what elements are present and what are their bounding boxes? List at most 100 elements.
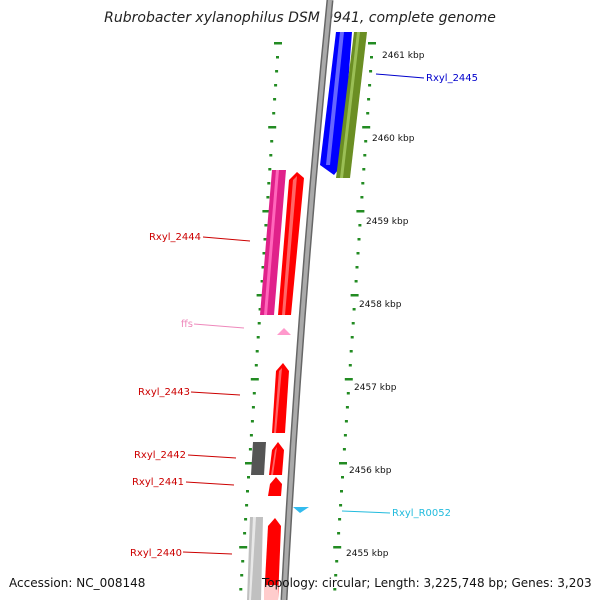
scale-tick — [342, 448, 346, 451]
scale-tick-ring — [333, 42, 376, 591]
scale-tick — [344, 420, 348, 423]
scale-label-2459: 2459 kbp — [366, 217, 409, 227]
gene-labels: Rxyl_2445 Rxyl_2444 ffs Rxyl_2443 Rxyl_2… — [130, 73, 478, 559]
scale-tick — [344, 378, 353, 381]
outer-tick — [240, 574, 244, 577]
outer-tick — [268, 168, 272, 171]
leader-line-rxyl-2442 — [187, 454, 237, 459]
gene-rxyl-2441-bar[interactable] — [268, 477, 282, 496]
cog-bar-rxyl-2440-shine — [249, 517, 256, 600]
outer-tick — [248, 448, 252, 451]
leader-line-rxyl-2443 — [190, 391, 241, 396]
outer-tick — [272, 112, 276, 115]
scale-tick — [360, 196, 364, 199]
gene-label-rxyl-2443[interactable]: Rxyl_2443 — [138, 387, 190, 398]
outer-tick — [260, 280, 264, 283]
outer-tick — [273, 98, 277, 101]
outer-tick — [251, 406, 255, 409]
scale-tick — [368, 42, 376, 45]
scale-tick — [350, 336, 354, 339]
leader-line-rxyl-2444 — [202, 236, 251, 242]
gene-ffs-marker[interactable] — [277, 328, 291, 335]
scale-tick — [354, 280, 358, 283]
outer-tick — [261, 266, 265, 269]
scale-tick — [363, 154, 367, 157]
outer-tick — [269, 154, 273, 157]
scale-labels: 2461 kbp 2460 kbp 2459 kbp 2458 kbp 2457… — [346, 51, 425, 559]
outer-tick — [276, 56, 279, 59]
outer-tick — [256, 336, 260, 339]
gene-label-rxyl-2440[interactable]: Rxyl_2440 — [130, 548, 182, 559]
outer-tick — [245, 462, 253, 465]
outer-tick — [262, 210, 271, 213]
scale-tick — [362, 168, 366, 171]
scale-tick — [364, 140, 368, 143]
outer-tick — [263, 238, 267, 241]
scale-tick — [355, 266, 359, 269]
scale-tick — [367, 98, 371, 101]
forward-strand — [293, 32, 367, 513]
footer-accession: Accession: NC_008148 — [9, 576, 145, 590]
scale-tick — [358, 224, 362, 227]
scale-tick — [356, 252, 360, 255]
outer-tick — [268, 126, 277, 129]
cog-bar-rxyl-2444-shine — [264, 170, 279, 315]
gene-label-rxyl-r0052[interactable]: Rxyl_R0052 — [392, 508, 451, 519]
scale-label-2460: 2460 kbp — [372, 134, 415, 144]
outer-tick — [275, 70, 279, 73]
gene-label-rxyl-2442[interactable]: Rxyl_2442 — [134, 450, 186, 461]
footer-topology: Topology: circular; Length: 3,225,748 bp… — [261, 576, 592, 590]
outer-tick — [247, 476, 250, 479]
scale-tick — [343, 434, 347, 437]
gene-rxyl-2443-shine — [274, 368, 282, 433]
scale-tick — [351, 322, 355, 325]
outer-tick — [250, 420, 254, 423]
scale-tick — [339, 504, 343, 507]
scale-label-2456: 2456 kbp — [349, 466, 392, 476]
cog-bar-rxyl-2445-shine — [340, 32, 360, 178]
gene-rxyl-2445-shine — [326, 32, 344, 165]
cog-bar-rxyl-2442 — [251, 442, 266, 475]
scale-tick — [361, 182, 365, 185]
scale-tick — [337, 532, 341, 535]
scale-tick — [333, 546, 342, 549]
outer-tick — [241, 560, 245, 563]
map-title: Rubrobacter xylanophilus DSM 9941, compl… — [104, 10, 496, 26]
gene-rxyl-2440-fade — [264, 585, 278, 600]
outer-tick — [266, 196, 270, 199]
gene-rxyl-r0052-marker[interactable] — [293, 507, 309, 513]
reverse-strand — [247, 170, 304, 600]
scale-tick — [345, 406, 349, 409]
outer-tick — [274, 42, 282, 45]
outer-tick — [270, 140, 274, 143]
gene-label-rxyl-2445[interactable]: Rxyl_2445 — [426, 73, 478, 84]
gene-rxyl-2440-bar[interactable] — [264, 518, 281, 600]
leader-line-rxyl-2445 — [375, 73, 425, 79]
scale-tick — [340, 490, 343, 493]
outer-tick — [249, 434, 253, 437]
outer-tick — [267, 182, 271, 185]
scale-tick — [357, 238, 361, 241]
outer-tick — [243, 532, 247, 535]
gene-rxyl-2442-bar[interactable] — [269, 442, 284, 475]
gene-label-ffs[interactable]: ffs — [181, 319, 193, 330]
outer-tick — [258, 308, 262, 311]
outer-tick — [257, 322, 261, 325]
gene-label-rxyl-2444[interactable]: Rxyl_2444 — [149, 232, 201, 243]
scale-label-2461: 2461 kbp — [382, 51, 425, 61]
scale-tick — [368, 84, 372, 87]
scale-tick — [346, 392, 350, 395]
outer-tick-ring — [239, 42, 282, 591]
leader-line-ffs — [193, 323, 245, 329]
leader-line-rxyl-2440 — [182, 551, 233, 555]
gene-label-rxyl-2441[interactable]: Rxyl_2441 — [132, 477, 184, 488]
outer-tick — [245, 504, 249, 507]
scale-tick — [341, 476, 344, 479]
scale-tick — [348, 364, 352, 367]
gene-rxyl-2442-shine — [271, 447, 277, 475]
leader-lines — [182, 73, 425, 555]
leader-line-rxyl-2441 — [185, 481, 235, 486]
outer-tick — [252, 392, 256, 395]
outer-tick — [262, 252, 266, 255]
